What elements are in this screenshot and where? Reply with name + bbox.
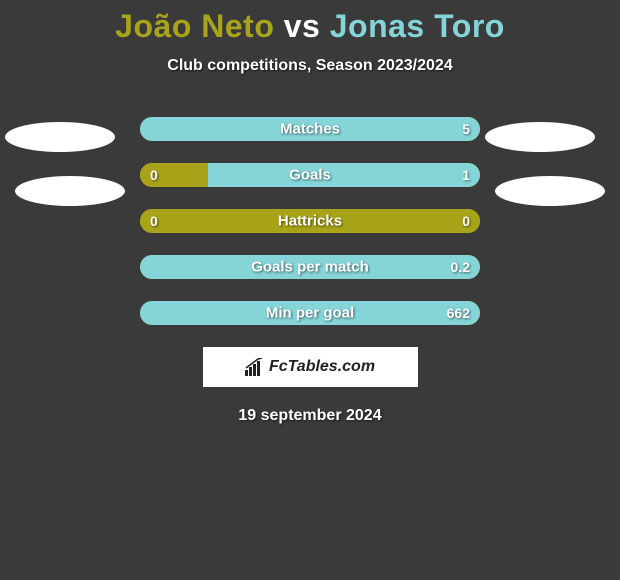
- comparison-title: João Neto vs Jonas Toro: [0, 0, 620, 45]
- stat-row: Goals0 1: [140, 163, 480, 187]
- brand-text: FcTables.com: [269, 358, 375, 376]
- stat-value-left: 0: [150, 167, 158, 183]
- stat-row: Goals per match0.2: [140, 255, 480, 279]
- stat-label: Matches: [140, 121, 480, 138]
- stat-label: Goals: [140, 167, 480, 184]
- vs-separator: vs: [284, 8, 321, 44]
- stat-value-right: 0.2: [451, 259, 470, 275]
- bar-chart-icon: [245, 358, 265, 376]
- stat-value-left: 0: [150, 213, 158, 229]
- date-text: 19 september 2024: [0, 407, 620, 425]
- stat-value-right: 5: [462, 121, 470, 137]
- stat-row: Matches5: [140, 117, 480, 141]
- stat-value-right: 0: [462, 213, 470, 229]
- player2-name: Jonas Toro: [330, 8, 505, 44]
- subtitle: Club competitions, Season 2023/2024: [0, 57, 620, 75]
- stat-row: Hattricks0 0: [140, 209, 480, 233]
- stat-row: Min per goal662: [140, 301, 480, 325]
- player1-name: João Neto: [115, 8, 274, 44]
- stat-label: Goals per match: [140, 259, 480, 276]
- stat-value-right: 1: [462, 167, 470, 183]
- stat-label: Hattricks: [140, 213, 480, 230]
- stats-container: Matches5Goals01Hattricks00Goals per matc…: [70, 117, 550, 325]
- brand-badge: FcTables.com: [203, 347, 418, 387]
- stat-label: Min per goal: [140, 305, 480, 322]
- stat-value-right: 662: [447, 305, 470, 321]
